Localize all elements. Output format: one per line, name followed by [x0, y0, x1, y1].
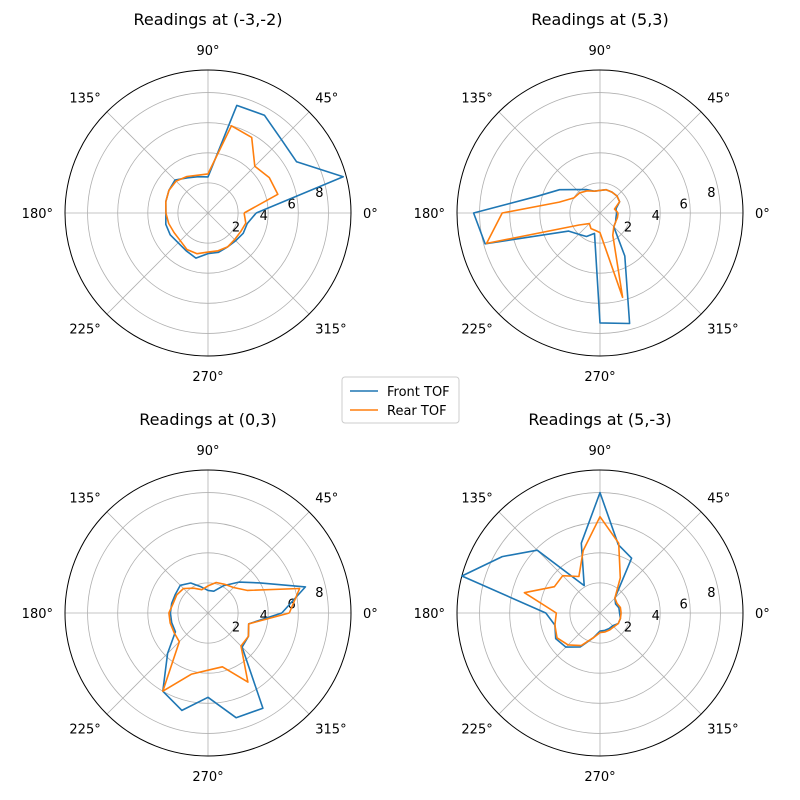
radial-tick-label: 4	[260, 209, 268, 224]
radial-tick-label: 2	[624, 620, 632, 635]
series-line-rear-tof	[485, 188, 624, 299]
angular-grid-line	[106, 212, 209, 315]
angle-tick-label: 270°	[584, 770, 615, 785]
angular-grid-line	[207, 612, 310, 715]
angle-tick-label: 0°	[755, 207, 770, 222]
angle-tick-label: 90°	[588, 444, 611, 459]
angle-tick-label: 180°	[22, 607, 53, 622]
radial-tick-label: 2	[232, 220, 240, 235]
angle-tick-label: 45°	[315, 492, 338, 507]
angular-grid-line	[599, 612, 702, 715]
angular-grid-line	[106, 111, 209, 214]
series-line-rear-tof	[165, 125, 279, 255]
legend-box	[341, 376, 460, 424]
angle-tick-label: 180°	[414, 207, 445, 222]
angular-grid-line	[207, 511, 310, 614]
polar-subplot: 0° 45° 90° 135° 180° 225° 270° 315° 2 4 6 8 Readings…	[22, 10, 378, 385]
polar-frame	[456, 469, 744, 757]
radial-tick-label: 2	[232, 620, 240, 635]
polar-frame	[456, 69, 744, 357]
angular-grid-line	[599, 511, 702, 614]
series-line-front-tof	[461, 491, 633, 648]
subplot-title: Readings at (0,3)	[139, 410, 276, 429]
angular-grid-line	[498, 511, 601, 614]
angular-grid-line	[106, 511, 209, 614]
radial-tick-label: 8	[707, 586, 715, 601]
polar-subplot: 0° 45° 90° 135° 180° 225° 270° 315° 2 4 6 8 Readings…	[414, 410, 770, 785]
angle-tick-label: 180°	[414, 607, 445, 622]
angular-grid-line	[498, 612, 601, 715]
series-line-front-tof	[162, 581, 307, 719]
polar-subplot: 0° 45° 90° 135° 180° 225° 270° 315° 2 4 6 8 Readings…	[22, 410, 378, 785]
radial-tick-label: 8	[707, 186, 715, 201]
legend-label-front-tof: Front TOF	[387, 385, 450, 400]
subplot-title: Readings at (-3,-2)	[133, 10, 282, 29]
angle-tick-label: 0°	[363, 207, 378, 222]
angle-tick-label: 45°	[707, 492, 730, 507]
subplot-title: Readings at (5,-3)	[528, 410, 671, 429]
radial-tick-label: 8	[315, 186, 323, 201]
angular-grid-line	[207, 111, 310, 214]
angle-tick-label: 225°	[69, 722, 100, 737]
polar-frame	[64, 69, 352, 357]
radial-tick-label: 4	[652, 209, 660, 224]
series-line-rear-tof	[523, 515, 622, 647]
legend-label-rear-tof: Rear TOF	[387, 404, 447, 419]
angle-tick-label: 90°	[196, 444, 219, 459]
series-line-rear-tof	[162, 581, 301, 693]
radial-tick-label: 6	[287, 197, 295, 212]
angle-tick-label: 135°	[461, 492, 492, 507]
angle-tick-label: 0°	[755, 607, 770, 622]
radial-tick-label: 6	[679, 197, 687, 212]
angle-tick-label: 270°	[584, 370, 615, 385]
angle-tick-label: 270°	[192, 370, 223, 385]
angle-tick-label: 135°	[69, 92, 100, 107]
angle-tick-label: 225°	[69, 322, 100, 337]
angle-tick-label: 45°	[315, 92, 338, 107]
subplots-group: 0° 45° 90° 135° 180° 225° 270° 315° 2 4 6 8 Readings…	[22, 10, 770, 785]
angle-tick-label: 225°	[461, 322, 492, 337]
radial-tick-label: 4	[260, 609, 268, 624]
legend: Front TOF Rear TOF	[341, 376, 460, 424]
radial-tick-label: 4	[652, 609, 660, 624]
angle-tick-label: 315°	[315, 722, 346, 737]
polar-subplot: 0° 45° 90° 135° 180° 225° 270° 315° 2 4 6 8 Readings…	[414, 10, 770, 385]
angle-tick-label: 45°	[707, 92, 730, 107]
angle-tick-label: 90°	[588, 44, 611, 59]
radial-tick-label: 2	[624, 220, 632, 235]
angular-grid-line	[498, 111, 601, 214]
polar-frame	[64, 469, 352, 757]
angle-tick-label: 315°	[707, 322, 738, 337]
series-line-front-tof	[165, 104, 345, 259]
angular-grid-line	[599, 212, 702, 315]
angular-grid-line	[207, 212, 310, 315]
angular-grid-line	[106, 612, 209, 715]
angle-tick-label: 90°	[196, 44, 219, 59]
angle-tick-label: 135°	[461, 92, 492, 107]
radial-tick-label: 6	[679, 597, 687, 612]
angle-tick-label: 135°	[69, 492, 100, 507]
angle-tick-label: 225°	[461, 722, 492, 737]
angular-grid-line	[498, 212, 601, 315]
radial-tick-label: 8	[315, 586, 323, 601]
angle-tick-label: 270°	[192, 770, 223, 785]
angle-tick-label: 315°	[315, 322, 346, 337]
angle-tick-label: 180°	[22, 207, 53, 222]
angle-tick-label: 0°	[363, 607, 378, 622]
radial-tick-label: 6	[287, 597, 295, 612]
angle-tick-label: 315°	[707, 722, 738, 737]
subplot-title: Readings at (5,3)	[531, 10, 668, 29]
